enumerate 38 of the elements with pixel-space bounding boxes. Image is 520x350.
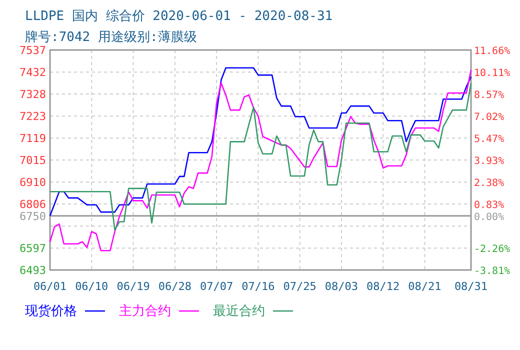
y-tick-label: 7223: [20, 110, 46, 124]
x-tick-label: 08/31: [454, 280, 488, 293]
y-tick-label: 6910: [20, 176, 46, 190]
y-tick-label: 7537: [20, 44, 46, 57]
y2-tick-label: 0.83%: [474, 200, 504, 212]
x-tick-label: 06/01: [33, 280, 67, 293]
y2-tick-label: 5.47%: [474, 134, 504, 146]
x-tick-label: 08/03: [324, 280, 358, 293]
x-tick-label: 07/16: [242, 280, 275, 293]
y2-tick-label: 11.66%: [474, 46, 510, 57]
y2-tick-label: 2.38%: [474, 178, 504, 189]
y-tick-label: 7328: [20, 88, 46, 102]
chart-title: LLDPE 国内 综合价 2020-06-01 - 2020-08-31: [25, 9, 333, 24]
y2-tick-label: 8.57%: [474, 90, 504, 101]
x-tick-label: 08/12: [366, 280, 400, 293]
x-tick-label: 07/07: [200, 280, 234, 293]
y2-tick-label: 0.00%: [474, 212, 504, 223]
x-tick-label: 06/10: [75, 280, 108, 293]
legend-label: 主力合约: [119, 303, 171, 319]
x-tick-label: 08/21: [408, 280, 442, 293]
y2-tick-label: 3.93%: [474, 156, 504, 167]
x-tick-label: 07/25: [283, 280, 316, 293]
chart-subtitle: 牌号:7042 用途级别:薄膜级: [25, 30, 197, 45]
y2-tick-label: 7.02%: [474, 112, 504, 123]
legend-label: 最近合约: [213, 304, 265, 319]
y-tick-label: 7432: [20, 66, 46, 80]
y2-tick-label: 10.11%: [474, 68, 510, 80]
y-tick-label: 7119: [20, 132, 46, 146]
y-tick-label: 6597: [20, 242, 46, 256]
y2-tick-label: -2.26%: [474, 244, 510, 255]
y-tick-label: 7015: [20, 154, 46, 167]
x-tick-label: 06/19: [116, 280, 150, 293]
y-tick-label: 6750: [20, 210, 46, 223]
x-tick-label: 06/28: [158, 280, 192, 293]
y2-tick-label: -3.81%: [474, 266, 510, 277]
y-tick-label: 6493: [20, 264, 46, 277]
y-tick-label: 6806: [20, 198, 46, 212]
legend-label: 现货价格: [25, 304, 77, 319]
